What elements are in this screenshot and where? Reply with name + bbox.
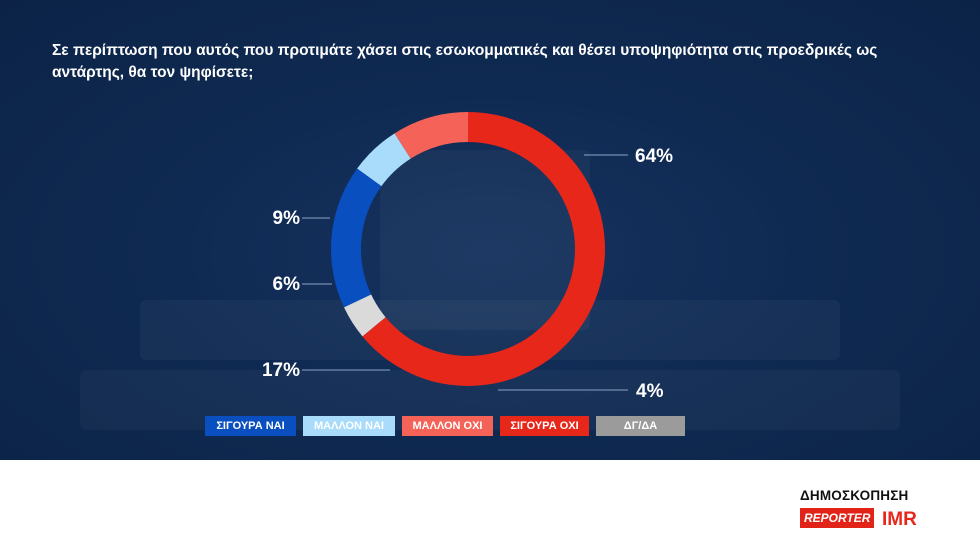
donut-slice-1: [331, 168, 382, 308]
reporter-logo: REPORTER: [800, 508, 875, 528]
value-label-1: 17%: [262, 360, 300, 381]
value-label-2: 6%: [273, 274, 301, 295]
imr-logo-text: IMR: [882, 509, 917, 529]
poll-label: ΔΗΜΟΣΚΟΠΗΣΗ: [800, 488, 909, 503]
value-label-3: 9%: [273, 208, 301, 229]
legend-item-1: ΣΙΓΟΥΡΑ ΝΑΙ: [205, 416, 296, 436]
legend-item-3: ΜΑΛΛΟΝ ΟΧΙ: [402, 416, 493, 436]
value-label-4: 64%: [635, 146, 673, 167]
legend-item-4: ΣΙΓΟΥΡΑ ΟΧΙ: [500, 416, 589, 436]
chart-title: Σε περίπτωση που αυτός που προτιμάτε χάσ…: [52, 42, 878, 81]
brand-logo: ΔΗΜΟΣΚΟΠΗΣΗ REPORTER IMR: [800, 488, 930, 532]
donut-slice-2: [357, 133, 411, 187]
donut-slice-5: [344, 294, 386, 337]
imr-logo: IMR: [882, 509, 917, 529]
value-label-5: 4%: [636, 381, 664, 402]
donut-chart: 17% 6% 9% 64% 4%: [262, 112, 673, 402]
legend-item-2: ΜΑΛΛΟΝ ΝΑΙ: [303, 416, 395, 436]
legend-item-5: ΔΓ/ΔΑ: [596, 416, 685, 436]
chart-panel: Σε περίπτωση που αυτός που προτιμάτε χάσ…: [0, 0, 980, 460]
donut-slice-4: [362, 112, 605, 387]
donut-slice-3: [394, 112, 468, 159]
